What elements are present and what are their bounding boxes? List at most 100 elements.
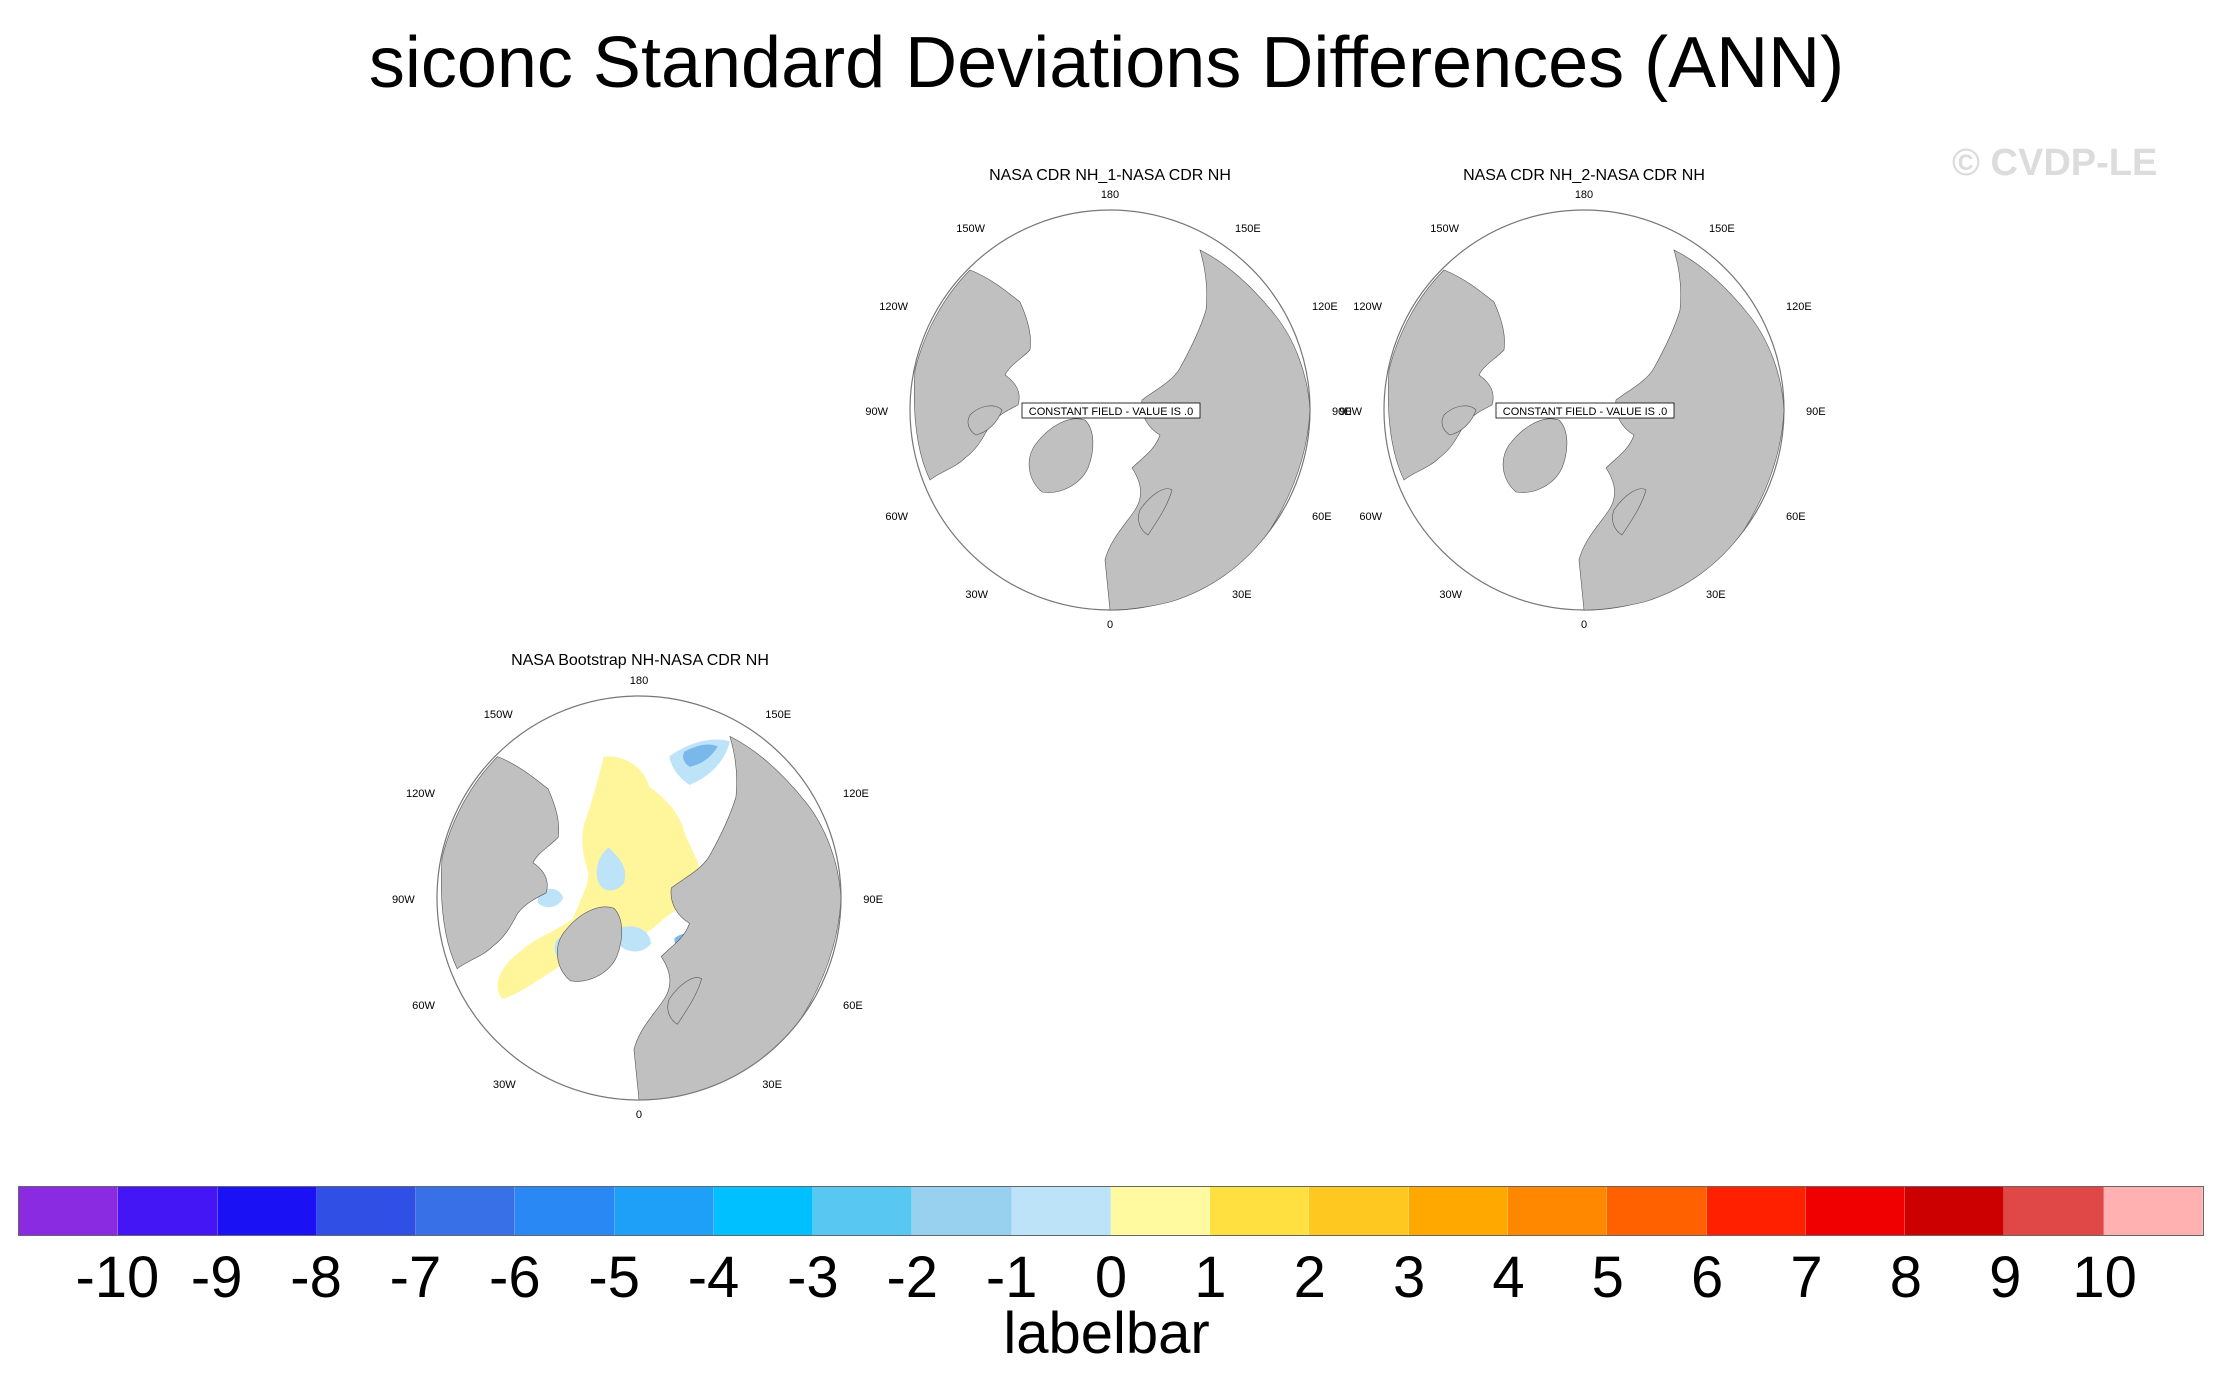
labelbar-box-19 [1905, 1187, 2005, 1235]
land-north-america [1387, 269, 1505, 481]
labelbar-tick-label: -9 [190, 1245, 243, 1310]
land-north-america [440, 756, 559, 970]
lon-label-upper-left: 150W [1430, 223, 1459, 235]
labelbar-box-21 [2103, 1187, 2203, 1235]
lon-label-mid-upper-left: 120W [1353, 301, 1382, 313]
lon-label-top: 180 [1575, 189, 1593, 201]
panel-2-title: NASA CDR NH_2-NASA CDR NH [1463, 167, 1705, 184]
lon-label-right: 90E [1806, 406, 1826, 418]
panel-2-map: CONSTANT FIELD - VALUE IS .0 180 0 90W 9… [1339, 189, 1825, 631]
labelbar-tick-label: -2 [886, 1245, 939, 1310]
lon-label-lower-right: 30E [1232, 589, 1252, 601]
labelbar-box-12 [1210, 1187, 1310, 1235]
labelbar-tick-label: -7 [389, 1245, 442, 1310]
lon-label-mid-upper-left: 120W [879, 301, 908, 313]
constant-field-label: CONSTANT FIELD - VALUE IS .0 [1495, 402, 1675, 419]
labelbar-title: labelbar [1003, 1301, 1210, 1366]
lon-label-mid-lower-left: 60W [885, 511, 908, 523]
lon-label-mid-upper-right: 120E [1786, 301, 1812, 313]
lon-label-top: 180 [1101, 189, 1119, 201]
labelbar-box-13 [1309, 1187, 1409, 1235]
labelbar-tick-label: 9 [1989, 1245, 2022, 1310]
labelbar-box-10 [1011, 1187, 1111, 1235]
labelbar-box-4 [416, 1187, 516, 1235]
labelbar-tick-label: 0 [1094, 1245, 1128, 1310]
lon-label-left: 90W [1339, 406, 1362, 418]
labelbar-box-7 [713, 1187, 814, 1235]
lon-label-bottom: 0 [1581, 619, 1587, 631]
lon-label-upper-left: 150W [956, 223, 985, 235]
labelbar-tick-label: -3 [787, 1245, 839, 1310]
panel-2-polar-projection: CONSTANT FIELD - VALUE IS .0 [1383, 209, 1785, 611]
lon-label-left: 90W [392, 894, 415, 906]
lon-label-mid-lower-right: 60E [1786, 511, 1806, 523]
labelbar-box-5 [515, 1187, 615, 1235]
svg-text:CONSTANT FIELD - VALUE IS .0: CONSTANT FIELD - VALUE IS .0 [1503, 406, 1667, 418]
labelbar-tick-label: 10 [2072, 1245, 2137, 1310]
lon-label-mid-lower-right: 60E [1312, 511, 1332, 523]
labelbar-box-8 [813, 1187, 913, 1235]
watermark: © CVDP-LE [1952, 142, 2158, 184]
labelbar-tick-label: 8 [1889, 1245, 1923, 1310]
lon-label-lower-left: 30W [493, 1079, 516, 1091]
land-scandinavia [1138, 488, 1173, 536]
panel-3-polar-projection [437, 696, 841, 1100]
lon-label-right: 90E [1332, 406, 1352, 418]
labelbar-tick-label: -4 [687, 1245, 740, 1310]
labelbar-tick-label: -5 [588, 1245, 640, 1310]
lon-label-mid-lower-left: 60W [412, 1000, 435, 1012]
labelbar-tick-label: -6 [489, 1245, 541, 1310]
labelbar-tick-label: 7 [1790, 1245, 1823, 1310]
sea-ice-diff-negative-weak [538, 739, 730, 963]
labelbar-box-14 [1408, 1187, 1508, 1235]
labelbar-tick-label: 2 [1293, 1245, 1326, 1310]
labelbar-box-18 [1805, 1187, 1906, 1235]
labelbar-tick-label: 3 [1392, 1245, 1426, 1310]
constant-field-label: CONSTANT FIELD - VALUE IS .0 [1021, 402, 1201, 419]
lon-label-mid-lower-left: 60W [1359, 511, 1382, 523]
lon-label-upper-right: 150E [1235, 223, 1261, 235]
labelbar-box-3 [316, 1187, 417, 1235]
labelbar-box-17 [1706, 1187, 1806, 1235]
lon-label-mid-upper-right: 120E [1312, 301, 1338, 313]
figure-title: siconc Standard Deviations Differences (… [368, 23, 1845, 103]
labelbar-box-6 [614, 1187, 714, 1235]
map-border [436, 695, 842, 1101]
labelbar-tick-label: -10 [75, 1245, 160, 1310]
lon-label-lower-left: 30W [965, 589, 988, 601]
lon-label-mid-lower-right: 60E [843, 1000, 863, 1012]
land-baffin [967, 405, 1003, 436]
lon-label-left: 90W [865, 406, 888, 418]
labelbar-tick-label: 1 [1194, 1245, 1227, 1310]
lon-label-upper-right: 150E [1709, 223, 1735, 235]
labelbar-box-1 [118, 1187, 218, 1235]
lon-label-lower-right: 30E [1706, 589, 1726, 601]
land-greenland [1502, 418, 1568, 493]
lon-label-lower-right: 30E [762, 1079, 782, 1091]
panel-1-map: CONSTANT FIELD - VALUE IS .0 180 0 90W 9… [865, 189, 1351, 631]
labelbar-box-20 [2004, 1187, 2104, 1235]
land-north-america [913, 269, 1031, 481]
labelbar-tick-label: 4 [1492, 1245, 1525, 1310]
labelbar-tick-label: 5 [1591, 1245, 1624, 1310]
lon-label-upper-left: 150W [484, 709, 514, 721]
labelbar-box-2 [217, 1187, 317, 1235]
svg-text:CONSTANT FIELD - VALUE IS .0: CONSTANT FIELD - VALUE IS .0 [1029, 406, 1193, 418]
panel-3-map: 180 0 90W 90E 150W 150E 120W 120E 60W 60… [392, 675, 883, 1121]
lon-label-upper-right: 150E [765, 709, 791, 721]
lon-label-mid-upper-left: 120W [406, 788, 436, 800]
labelbar-tick-label: -8 [290, 1245, 342, 1310]
labelbar-box-0 [19, 1187, 119, 1235]
panel-1-title: NASA CDR NH_1-NASA CDR NH [989, 167, 1231, 184]
land-baffin [1441, 405, 1477, 436]
lon-label-bottom: 0 [1107, 619, 1113, 631]
land-greenland [557, 906, 623, 982]
panel-1-polar-projection: CONSTANT FIELD - VALUE IS .0 [909, 209, 1311, 611]
labelbar-box-11 [1110, 1187, 1211, 1235]
labelbar [18, 1186, 2204, 1236]
lon-label-lower-left: 30W [1439, 589, 1462, 601]
labelbar-tick-label: 6 [1691, 1245, 1724, 1310]
lon-label-mid-upper-right: 120E [843, 788, 869, 800]
land-scandinavia [667, 977, 702, 1025]
labelbar-box-9 [912, 1187, 1012, 1235]
